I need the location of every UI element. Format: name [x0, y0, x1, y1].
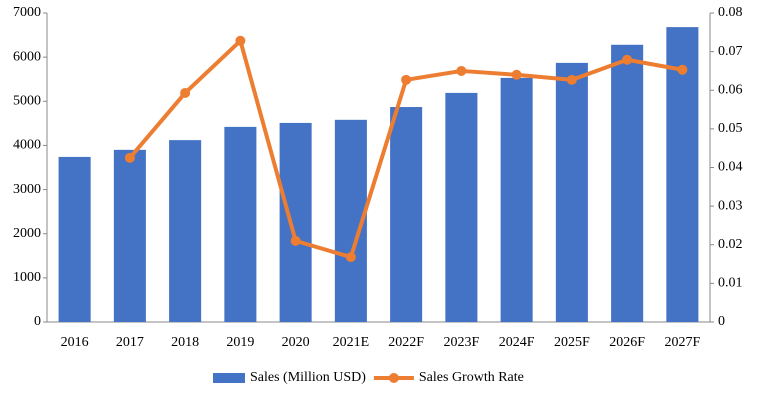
y-tick-label: 0: [34, 314, 41, 329]
bar: [58, 156, 91, 322]
y2-tick-label: 0.08: [718, 5, 743, 20]
y2-tick-label: 0.03: [718, 198, 743, 213]
bar: [666, 27, 699, 323]
x-tick-label: 2018: [171, 335, 199, 350]
y-tick-label: 2000: [13, 226, 41, 241]
bar: [279, 122, 312, 322]
legend-swatch: [213, 373, 245, 383]
line-marker: [401, 74, 412, 85]
x-tick-label: 2026F: [609, 335, 645, 350]
y2-tick-label: 0.01: [718, 276, 743, 291]
legend-label: Sales (Million USD): [250, 370, 366, 385]
line-marker: [677, 64, 688, 75]
y-tick-label: 3000: [13, 182, 41, 197]
line-marker: [290, 235, 301, 246]
line-marker: [180, 87, 191, 98]
line-marker: [566, 74, 577, 85]
line-marker: [124, 152, 135, 163]
bar: [390, 107, 423, 322]
x-tick-label: 2025F: [554, 335, 590, 350]
x-tick-label: 2016: [61, 335, 89, 350]
y-tick-label: 5000: [13, 94, 41, 109]
line-marker: [345, 252, 356, 263]
line-marker: [456, 65, 467, 76]
y2-tick-label: 0.02: [718, 237, 743, 252]
y-tick-label: 1000: [13, 270, 41, 285]
y-tick-label: 7000: [13, 5, 41, 20]
y-tick-label: 4000: [13, 138, 41, 153]
y-tick-label: 6000: [13, 49, 41, 64]
bar: [555, 62, 588, 322]
x-tick-label: 2027F: [664, 335, 700, 350]
bar: [113, 149, 146, 322]
bar: [445, 92, 478, 322]
x-tick-label: 2019: [226, 335, 254, 350]
x-tick-label: 2020: [282, 335, 310, 350]
line-marker: [622, 54, 633, 65]
bar: [611, 44, 644, 322]
y2-tick-label: 0.04: [718, 160, 743, 175]
x-tick-label: 2017: [116, 335, 144, 350]
x-tick-label: 2024F: [499, 335, 535, 350]
line-marker: [511, 69, 522, 80]
x-tick-label: 2021E: [333, 335, 370, 350]
legend-label: Sales Growth Rate: [419, 370, 524, 385]
bar: [224, 126, 257, 322]
line-marker: [235, 35, 246, 46]
y2-tick-label: 0.06: [718, 82, 743, 97]
x-tick-label: 2023F: [443, 335, 479, 350]
bar: [500, 77, 533, 322]
bar: [169, 140, 202, 322]
x-tick-label: 2022F: [388, 335, 424, 350]
y2-tick-label: 0.07: [718, 44, 743, 59]
y2-tick-label: 0: [718, 314, 725, 329]
legend-marker: [388, 373, 399, 383]
y2-tick-label: 0.05: [718, 121, 743, 136]
